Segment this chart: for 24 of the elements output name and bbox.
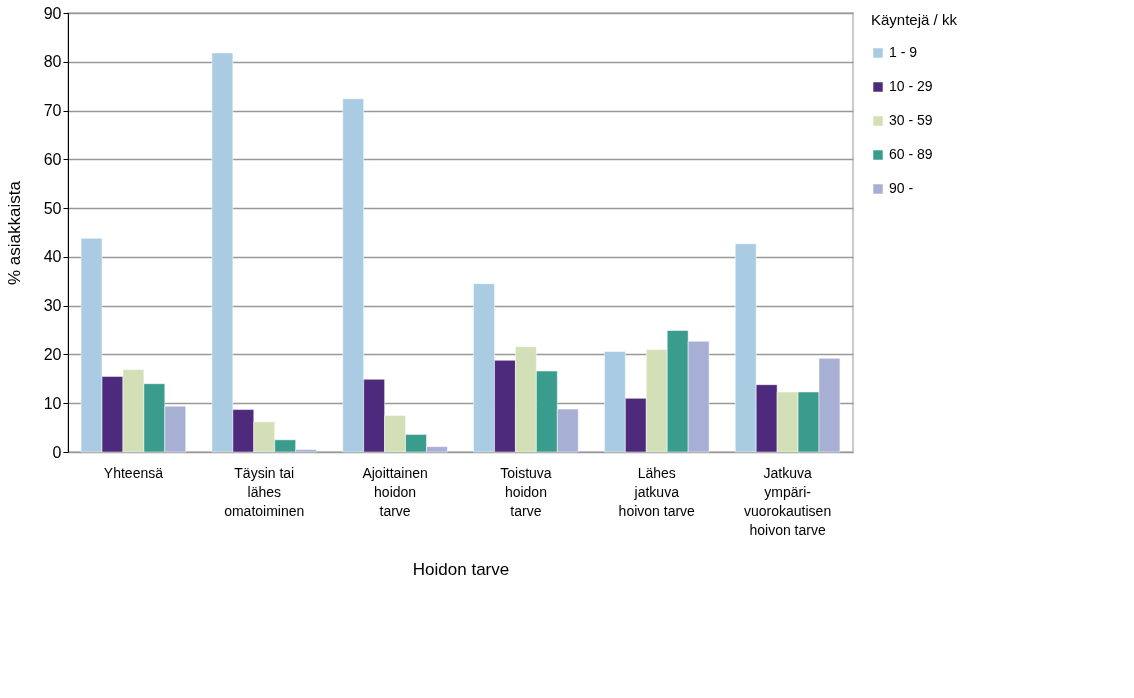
- y-tick-label: 20: [43, 345, 62, 363]
- y-tick-label: 60: [43, 150, 62, 168]
- legend-label: 1 - 9: [889, 44, 918, 60]
- y-tick-label: 30: [43, 297, 62, 315]
- y-tick-label: 90: [43, 4, 62, 22]
- x-tick-label: Yhteensä: [103, 464, 164, 481]
- y-tick-label: 0: [52, 443, 62, 461]
- y-tick-label: 80: [43, 53, 62, 71]
- x-tick-label: Jatkuva ympäri- vuorokautisen hoivon tarve: [744, 464, 832, 538]
- legend-title: Käyntejä / kk: [871, 11, 958, 28]
- legend-label: 60 - 89: [889, 146, 933, 162]
- x-axis-title: Hoidon tarve: [412, 559, 510, 579]
- y-tick-label: 70: [43, 102, 62, 120]
- legend-label: 30 - 59: [889, 112, 933, 128]
- y-tick-label: 10: [43, 394, 62, 412]
- x-tick-label: Täysin tai lähes omatoiminen: [224, 464, 305, 519]
- legend-label: 90 -: [889, 180, 914, 196]
- legend-label: 10 - 29: [889, 78, 933, 94]
- y-tick-label: 40: [43, 248, 62, 266]
- y-tick-label: 50: [43, 199, 62, 217]
- x-tick-label: Lähes jatkuva hoivon tarve: [618, 464, 696, 519]
- y-axis-title: % asiakkaista: [4, 180, 24, 285]
- x-tick-label: Toistuva hoidon tarve: [500, 464, 552, 519]
- x-tick-label: Ajoittainen hoidon tarve: [362, 464, 428, 519]
